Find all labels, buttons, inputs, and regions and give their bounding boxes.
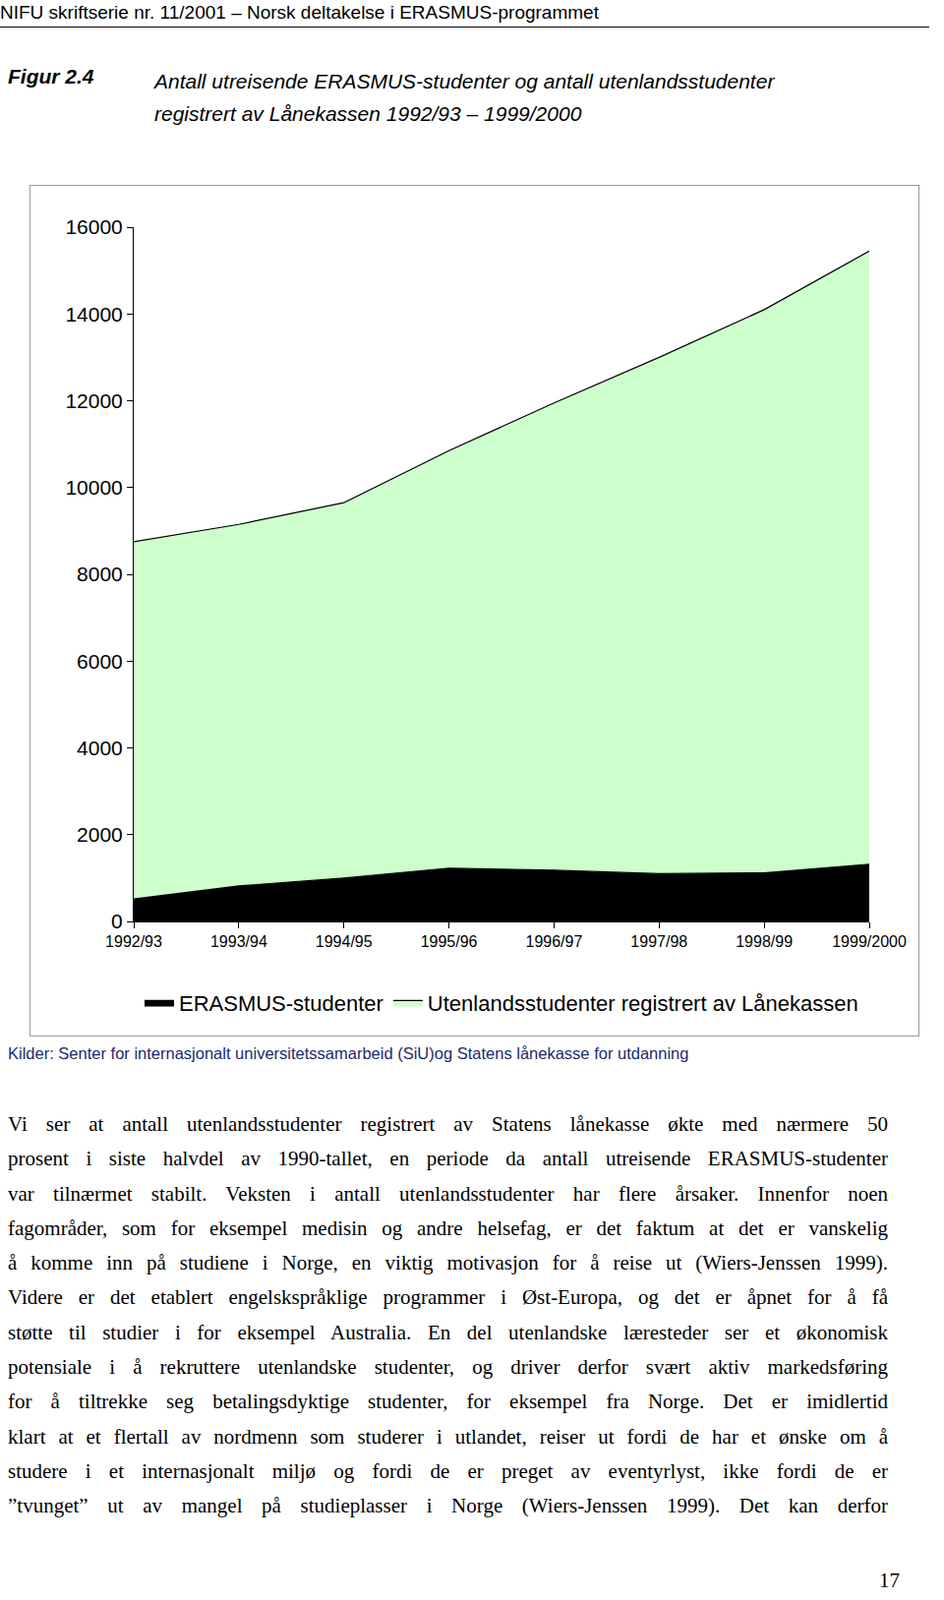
html-text:for å tiltrekke seg betalingsd: for å tiltrekke seg betalingsdyktige stu… (7, 1389, 888, 1414)
svg-text:1995/96: 1995/96 (420, 933, 478, 950)
html-text:var tilnærmet stabilt. Veksten: var tilnærmet stabilt. Veksten i antall … (7, 1181, 888, 1206)
svg-text:12000: 12000 (64, 389, 122, 413)
html-text:17: 17 (879, 1568, 900, 1593)
html-text:Figur 2.4: Figur 2.4 (7, 64, 94, 88)
html-text:NIFU skriftserie nr. 11/2001 –: NIFU skriftserie nr. 11/2001 – Norsk del… (0, 1, 599, 23)
html-text:fagområder, som for eksempel m: fagområder, som for eksempel medisin og … (7, 1216, 888, 1240)
html-text:Videre er det etablert engelsk: Videre er det etablert engelskspråklige … (7, 1285, 888, 1310)
svg-text:Utenlandsstudenter registrert: Utenlandsstudenter registrert av Lånekas… (427, 991, 859, 1016)
svg-text:16000: 16000 (64, 215, 122, 238)
svg-text:2000: 2000 (76, 823, 123, 846)
svg-text:1997/98: 1997/98 (630, 933, 688, 950)
svg-text:14000: 14000 (64, 302, 122, 326)
svg-text:0: 0 (111, 909, 123, 933)
svg-text:8000: 8000 (76, 562, 123, 586)
html-text:”tvunget” ut av mangel på stud: ”tvunget” ut av mangel på studieplasser … (7, 1493, 888, 1518)
html-text:Antall utreisende ERASMUS-stud: Antall utreisende ERASMUS-studenter og a… (154, 69, 775, 93)
html-text:klart at et flertall av nordme: klart at et flertall av nordmenn som stu… (7, 1424, 888, 1449)
svg-text:10000: 10000 (64, 475, 122, 499)
html-text:studere i et internasjonalt mi: studere i et internasjonalt miljø og for… (7, 1459, 888, 1483)
html-text:støtte til studier i for eksem: støtte til studier i for eksempel Austra… (7, 1320, 888, 1345)
svg-text:1996/97: 1996/97 (526, 933, 584, 950)
html-text:å komme inn på studiene i Norg: å komme inn på studiene i Norge, en vikt… (7, 1250, 888, 1275)
html-text:prosent i siste halvdel av 199: prosent i siste halvdel av 1990-tallet, … (7, 1146, 888, 1171)
svg-text:ERASMUS-studenter: ERASMUS-studenter (178, 991, 384, 1016)
html-text:Vi ser at antall utenlandsstud: Vi ser at antall utenlandsstudenter regi… (7, 1112, 888, 1136)
html-text:Kilder: Senter for internasjon: Kilder: Senter for internasjonalt univer… (7, 1044, 689, 1062)
svg-text:6000: 6000 (76, 649, 123, 673)
svg-text:1993/94: 1993/94 (210, 933, 268, 950)
svg-text:1994/95: 1994/95 (315, 933, 373, 950)
html-text:potensiale i å rekruttere uten: potensiale i å rekruttere utenlandske st… (7, 1355, 888, 1379)
svg-text:1998/99: 1998/99 (735, 933, 793, 950)
svg-text:4000: 4000 (76, 736, 123, 760)
html-text:registrert av Lånekassen 1992/: registrert av Lånekassen 1992/93 – 1999/… (154, 102, 582, 125)
svg-text:1999/2000: 1999/2000 (831, 933, 907, 950)
svg-text:1992/93: 1992/93 (105, 933, 163, 950)
